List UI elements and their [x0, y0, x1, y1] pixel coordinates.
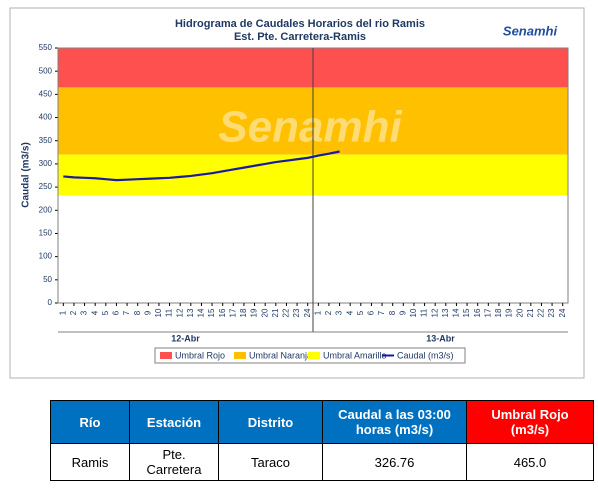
- x-tick-label: 11: [420, 308, 429, 317]
- legend-swatch: [234, 352, 246, 359]
- x-tick-label: 1: [58, 310, 67, 315]
- x-tick-label: 24: [303, 308, 312, 317]
- x-tick-label: 15: [207, 308, 216, 317]
- x-tick-label: 10: [154, 308, 163, 317]
- y-axis-label: Caudal (m3/s): [21, 142, 32, 208]
- legend-label: Caudal (m3/s): [397, 350, 454, 360]
- legend-label: Umbral Amarillo: [323, 350, 387, 360]
- x-tick-label: 22: [282, 308, 291, 317]
- x-tick-label: 13: [186, 308, 195, 317]
- y-tick-label: 450: [39, 89, 53, 98]
- header-cell: Caudal a las 03:00 horas (m3/s): [322, 400, 467, 444]
- x-tick-label: 19: [505, 308, 514, 317]
- header-cell: Estación: [129, 400, 219, 444]
- data-cell: Taraco: [218, 443, 323, 481]
- x-tick-label: 19: [250, 308, 259, 317]
- data-cell: Ramis: [50, 443, 130, 481]
- x-tick-label: 7: [122, 310, 131, 315]
- y-tick-label: 350: [39, 136, 53, 145]
- x-tick-label: 16: [473, 308, 482, 317]
- x-tick-label: 14: [452, 308, 461, 317]
- y-tick-label: 550: [39, 43, 53, 52]
- x-tick-label: 3: [335, 310, 344, 315]
- x-tick-label: 23: [547, 308, 556, 317]
- x-tick-label: 12: [175, 308, 184, 317]
- legend-swatch: [308, 352, 320, 359]
- x-tick-label: 23: [292, 308, 301, 317]
- x-tick-label: 9: [398, 310, 407, 315]
- x-tick-label: 15: [462, 308, 471, 317]
- group-label: 13-Abr: [426, 333, 455, 343]
- y-tick-label: 400: [39, 113, 53, 122]
- header-row: Río Estación Distrito Caudal a las 03:00 ho…: [50, 400, 594, 444]
- line-series: [63, 150, 340, 182]
- info-table: Río Estación Distrito Caudal a las 03:00 ho…: [50, 400, 594, 481]
- x-tick-label: 18: [494, 308, 503, 317]
- header-cell: Río: [50, 400, 130, 444]
- y-tick-label: 100: [39, 252, 53, 261]
- x-tick-label: 20: [515, 308, 524, 317]
- x-tick-label: 8: [388, 310, 397, 315]
- x-tick-label: 5: [101, 310, 110, 315]
- y-tick-label: 500: [39, 66, 53, 75]
- chart: Hidrograma de Caudales Horarios del rio …: [9, 7, 585, 379]
- x-tick-label: 7: [377, 310, 386, 315]
- x-tick-label: 9: [143, 310, 152, 315]
- x-tick-label: 24: [558, 308, 567, 317]
- x-tick-label: 3: [80, 310, 89, 315]
- legend-swatch: [160, 352, 172, 359]
- y-tick-label: 150: [39, 229, 53, 238]
- x-tick-label: 2: [324, 310, 333, 315]
- x-tick-label: 2: [69, 310, 78, 315]
- data-row: Ramis Pte. Carretera Taraco 326.76 465.0: [50, 443, 594, 481]
- watermark: Senamhi: [218, 103, 402, 152]
- x-tick-label: 17: [483, 308, 492, 317]
- y-tick-label: 0: [48, 298, 53, 307]
- x-tick-label: 20: [260, 308, 269, 317]
- x-tick-label: 5: [356, 310, 365, 315]
- x-tick-label: 14: [197, 308, 206, 317]
- data-cell: 326.76: [322, 443, 467, 481]
- y-tick-label: 250: [39, 182, 53, 191]
- data-cell: Pte. Carretera: [129, 443, 219, 481]
- x-tick-label: 21: [271, 308, 280, 317]
- y-tick-label: 200: [39, 205, 53, 214]
- x-tick-label: 8: [133, 310, 142, 315]
- data-cell: 465.0: [466, 443, 594, 481]
- y-tick-label: 300: [39, 159, 53, 168]
- x-tick-label: 6: [367, 310, 376, 315]
- header-cell: Distrito: [218, 400, 323, 444]
- x-tick-label: 18: [239, 308, 248, 317]
- x-tick-label: 17: [228, 308, 237, 317]
- chart-subtitle: Est. Pte. Carretera-Ramis: [234, 31, 366, 43]
- legend-label: Umbral Naranja: [249, 350, 312, 360]
- x-tick-label: 1: [313, 310, 322, 315]
- x-tick-label: 6: [112, 310, 121, 315]
- x-tick-label: 12: [430, 308, 439, 317]
- logo: Senamhi: [503, 23, 558, 38]
- x-tick-label: 21: [526, 308, 535, 317]
- y-tick-label: 50: [43, 275, 52, 284]
- x-tick-label: 13: [441, 308, 450, 317]
- chart-title: Hidrograma de Caudales Horarios del rio …: [175, 18, 425, 30]
- legend-label: Umbral Rojo: [175, 350, 225, 360]
- x-tick-label: 4: [345, 310, 354, 315]
- x-tick-label: 16: [218, 308, 227, 317]
- x-tick-label: 22: [537, 308, 546, 317]
- x-tick-label: 10: [409, 308, 418, 317]
- x-tick-label: 11: [165, 308, 174, 317]
- x-tick-label: 4: [90, 310, 99, 315]
- header-cell: Umbral Rojo (m3/s): [466, 400, 594, 444]
- group-label: 12-Abr: [171, 333, 200, 343]
